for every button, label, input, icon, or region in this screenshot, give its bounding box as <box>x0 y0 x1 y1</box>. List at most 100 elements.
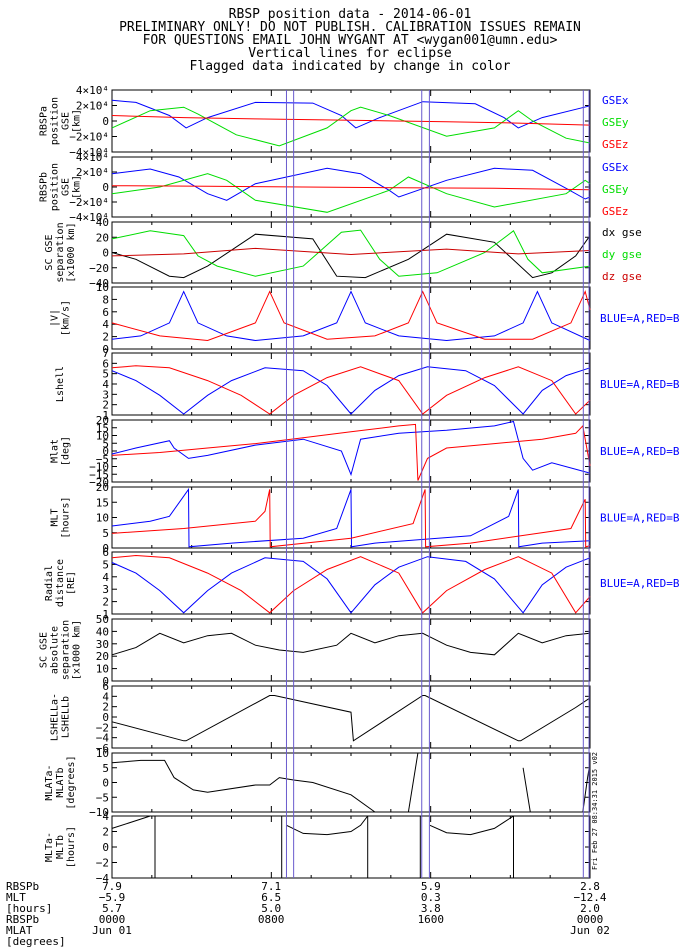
y-tick-label: 4 <box>102 378 109 391</box>
bottom-axis-value: 7.9 <box>102 880 122 893</box>
bottom-row-label: [degrees] <box>6 935 66 948</box>
panel-frame <box>111 815 591 879</box>
y-tick-label: −10 <box>89 461 109 474</box>
series-line <box>111 106 591 147</box>
y-tick-label: 15 <box>96 422 109 435</box>
y-tick-label: 0 <box>102 841 109 854</box>
y-tick-label: 0 <box>102 445 109 458</box>
y-axis-label: [km/s] <box>61 300 72 336</box>
series-line <box>286 815 369 836</box>
y-tick-label: −15 <box>89 468 109 481</box>
y-tick-label: 20 <box>96 650 109 663</box>
bottom-axis-value: 0.3 <box>421 891 441 904</box>
bottom-row-label: RBSPb <box>6 913 39 926</box>
y-tick-label: 40 <box>96 625 109 638</box>
y-tick-label: −10 <box>89 806 109 819</box>
y-tick-label: 20 <box>96 414 109 427</box>
y-axis-label: absolute <box>50 626 61 674</box>
y-axis-label: RBSPb <box>39 172 50 202</box>
legend-entry: GSEy <box>602 116 629 129</box>
y-axis-label: LSHELLb <box>61 696 72 738</box>
y-tick-label: −2 <box>96 857 109 870</box>
y-tick-label: 0 <box>102 777 109 790</box>
y-tick-label: 5 <box>102 558 109 571</box>
y-tick-label: 10 <box>96 663 109 676</box>
header-line: Flagged data indicated by change in colo… <box>189 59 511 74</box>
bottom-row-label: MLAT <box>6 924 33 937</box>
y-tick-label: 10 <box>96 281 109 294</box>
y-axis-label: position <box>50 97 61 145</box>
y-axis-label: separation <box>55 222 66 282</box>
series-line <box>111 233 591 279</box>
series-line <box>111 554 591 614</box>
bottom-axis-value: 6.5 <box>261 891 281 904</box>
header-line: FOR QUESTIONS EMAIL JOHN WYGANT AT <wyga… <box>142 33 558 48</box>
series-line <box>407 752 419 813</box>
series-line <box>522 767 531 813</box>
y-tick-label: −2×10⁴ <box>69 196 109 209</box>
y-tick-label: 5 <box>102 437 109 450</box>
y-axis-label: MLT <box>50 508 61 526</box>
bottom-axis-value: 5.7 <box>102 902 122 915</box>
bottom-axis-value: 5.9 <box>421 880 441 893</box>
series-line <box>111 99 591 129</box>
y-axis-label: MLTa- <box>44 832 55 862</box>
bottom-axis-value: Jun 02 <box>570 924 610 937</box>
y-tick-label: 30 <box>96 638 109 651</box>
legend-entry: dz gse <box>602 270 642 283</box>
bottom-axis-value: −12.4 <box>573 891 606 904</box>
y-tick-label: 0 <box>102 675 109 688</box>
bottom-axis-value: 0800 <box>258 913 285 926</box>
y-axis-label: Mlat <box>50 439 61 463</box>
bottom-row-label: MLT <box>6 891 26 904</box>
timestamp-label: Fri Feb 27 08:34:31 2015 v02 <box>591 752 599 870</box>
y-axis-label: [hours] <box>66 826 77 868</box>
series-line <box>111 489 591 548</box>
y-tick-label: 2 <box>102 826 109 839</box>
y-tick-label: −4 <box>96 872 110 885</box>
y-axis-label: [hours] <box>61 496 72 538</box>
y-tick-label: −4×10⁴ <box>69 146 109 159</box>
series-line <box>111 247 591 257</box>
y-tick-label: 15 <box>96 496 109 509</box>
y-tick-label: 1 <box>102 409 109 422</box>
y-axis-label: [RE] <box>66 571 77 595</box>
y-tick-label: 40 <box>96 216 109 229</box>
y-axis-label: LSHELLa- <box>50 693 61 741</box>
y-tick-label: 4 <box>102 690 109 703</box>
legend-entry: BLUE=A,RED=B <box>600 512 680 525</box>
y-axis-label: SC GSE <box>39 632 50 668</box>
legend-entry: GSEx <box>602 161 629 174</box>
y-axis-label: Radial <box>44 565 55 601</box>
series-line <box>111 185 591 191</box>
bottom-axis-value: Jun 01 <box>92 924 132 937</box>
bottom-axis-value: 0000 <box>99 913 126 926</box>
y-tick-label: 10 <box>96 747 109 760</box>
series-line <box>111 365 591 415</box>
y-tick-label: 20 <box>96 231 109 244</box>
y-tick-label: 2 <box>102 331 109 344</box>
bottom-axis-value: 5.0 <box>261 902 281 915</box>
y-tick-label: 5 <box>102 762 109 775</box>
y-tick-label: 2 <box>102 399 109 412</box>
bottom-row-label: RBSPb <box>6 880 39 893</box>
series-line <box>111 290 591 342</box>
bottom-axis-value: 0000 <box>577 913 604 926</box>
bottom-row-label: [hours] <box>6 902 52 915</box>
y-axis-label: [km] <box>72 175 83 199</box>
y-tick-label: 6 <box>102 680 109 693</box>
bottom-axis-value: 2.0 <box>580 902 600 915</box>
y-tick-label: 2 <box>102 596 109 609</box>
y-axis-label: |V| <box>50 309 61 327</box>
y-tick-label: 0 <box>102 711 109 724</box>
series-line <box>111 695 591 742</box>
series-line <box>111 423 591 481</box>
y-axis-label: GSE <box>61 178 72 196</box>
series-line <box>111 115 591 126</box>
series-line <box>111 420 591 477</box>
y-tick-label: −2×10⁴ <box>69 131 109 144</box>
y-tick-label: 0 <box>102 115 109 128</box>
y-axis-label: [x1000 km] <box>66 222 77 282</box>
y-tick-label: 7 <box>102 347 109 360</box>
